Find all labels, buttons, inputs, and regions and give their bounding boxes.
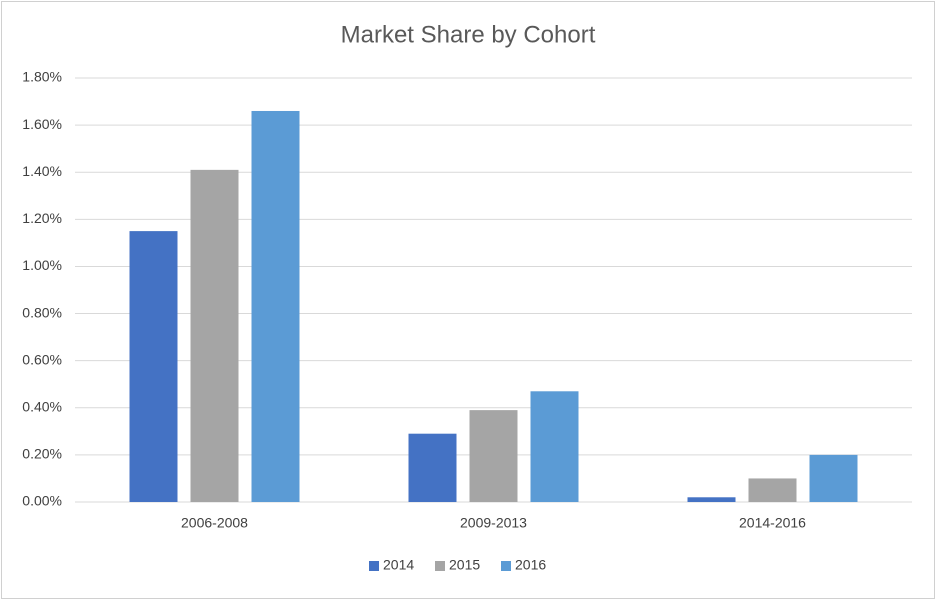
y-tick-label: 0.20% [22, 446, 62, 462]
x-tick-label: 2006-2008 [181, 515, 248, 531]
legend-swatch [501, 561, 511, 571]
y-tick-label: 0.40% [22, 398, 62, 414]
y-tick-label: 1.80% [22, 69, 62, 85]
legend-label: 2015 [449, 557, 480, 573]
y-tick-label: 0.80% [22, 304, 62, 320]
bar [408, 433, 457, 502]
bar [687, 497, 736, 502]
y-tick-label: 0.60% [22, 351, 62, 367]
legend-swatch [369, 561, 379, 571]
chart-title: Market Share by Cohort [341, 21, 596, 48]
legend-swatch [435, 561, 445, 571]
y-tick-label: 0.00% [22, 493, 62, 509]
bar [809, 454, 858, 502]
x-tick-label: 2014-2016 [739, 515, 806, 531]
bar [251, 110, 300, 502]
y-tick-label: 1.40% [22, 163, 62, 179]
legend-label: 2016 [515, 557, 546, 573]
bar [530, 391, 579, 502]
x-tick-label: 2009-2013 [460, 515, 527, 531]
y-tick-label: 1.20% [22, 210, 62, 226]
bar [469, 410, 518, 502]
bar [748, 478, 797, 502]
y-tick-label: 1.00% [22, 257, 62, 273]
legend-label: 2014 [383, 557, 414, 573]
y-tick-label: 1.60% [22, 116, 62, 132]
bar [190, 169, 239, 502]
bar [129, 231, 178, 502]
